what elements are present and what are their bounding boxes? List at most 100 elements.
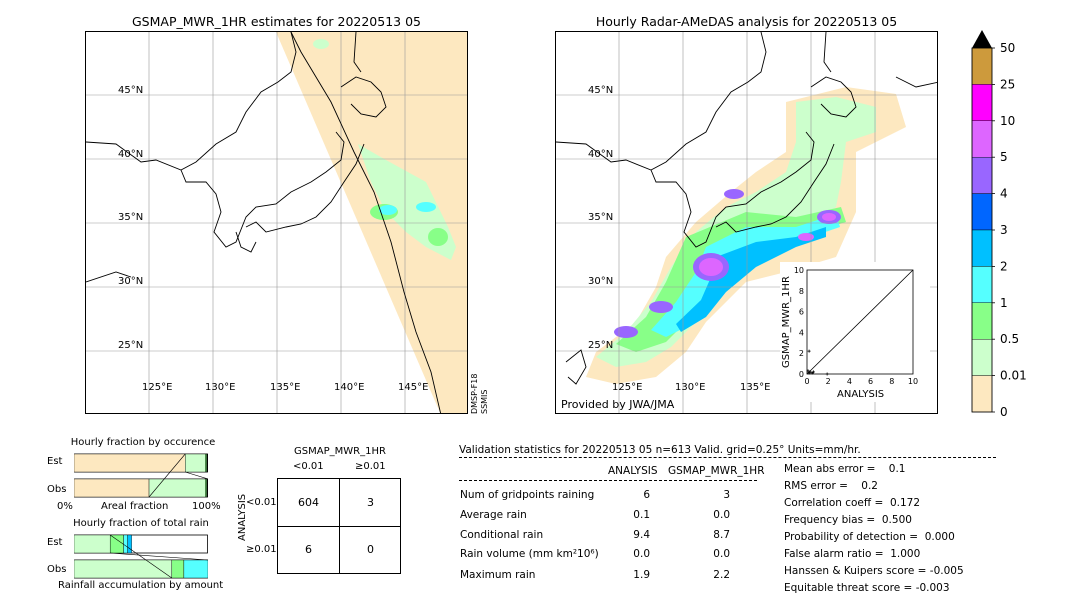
colorbar-canvas: 50 25 10 5 4 3 2 1 0.5 0.01 0 bbox=[971, 30, 1027, 419]
contingency-row-label: <0.01 bbox=[246, 497, 277, 508]
colorbar-label: 2 bbox=[1000, 259, 1008, 273]
left-lon-label: 140°E bbox=[334, 382, 365, 393]
validation-separator bbox=[459, 480, 757, 481]
validation-separator bbox=[459, 457, 996, 458]
right-lon-label: 125°E bbox=[612, 382, 643, 393]
left-map-grid bbox=[86, 32, 467, 413]
score-line: Correlation coeff = 0.172 bbox=[784, 497, 920, 509]
scatter-y-tick: 10 bbox=[794, 266, 804, 275]
occurrence-bar-segment bbox=[206, 478, 209, 498]
left-lat-label: 35°N bbox=[118, 212, 144, 223]
colorbar-segment bbox=[971, 302, 993, 340]
colorbar-label: 4 bbox=[1000, 187, 1008, 201]
validation-row-analysis: 6 bbox=[643, 489, 650, 501]
scatter-point bbox=[807, 349, 811, 353]
total-rain-row-label: Obs bbox=[47, 564, 67, 575]
scatter-point bbox=[825, 372, 829, 376]
right-lat-label: 25°N bbox=[588, 340, 614, 351]
total-rain-bar-connector bbox=[110, 534, 172, 579]
occurrence-axis-left: 0% bbox=[57, 501, 73, 512]
scatter-point bbox=[811, 370, 815, 374]
occurrence-row-label: Obs bbox=[47, 484, 67, 495]
colorbar-segment bbox=[971, 229, 993, 267]
left-lon-label: 125°E bbox=[142, 382, 173, 393]
total-rain-bar-segment bbox=[171, 559, 185, 579]
total-rain-row-label: Est bbox=[47, 537, 63, 548]
occurrence-bar-segment bbox=[73, 478, 150, 498]
left-map-rain-cell bbox=[313, 39, 329, 49]
right-lon-label: 130°E bbox=[675, 382, 706, 393]
radar-rain-core bbox=[614, 326, 638, 338]
sensor-label-2: SSMIS bbox=[480, 389, 489, 415]
validation-row-gsmap: 2.2 bbox=[713, 569, 730, 581]
left-map-no-coverage-region bbox=[276, 32, 467, 413]
scatter-y-tick: 6 bbox=[799, 308, 804, 317]
total-rain-footer: Rainfall accumulation by amount bbox=[58, 580, 224, 591]
validation-row-gsmap: 8.7 bbox=[713, 529, 730, 541]
occurrence-bar-connector bbox=[185, 471, 209, 480]
validation-row-gsmap: 0.0 bbox=[713, 548, 730, 560]
total-rain-title: Hourly fraction of total rain bbox=[73, 518, 209, 529]
colorbar-label: 50 bbox=[1000, 41, 1015, 55]
validation-row-analysis: 1.9 bbox=[633, 569, 650, 581]
occurrence-bar-segment bbox=[205, 478, 207, 498]
colorbar-segment bbox=[971, 84, 993, 122]
contingency-cell: 3 bbox=[367, 496, 374, 509]
left-map-title: GSMAP_MWR_1HR estimates for 20220513 05 bbox=[132, 14, 421, 29]
occurrence-axis-mid: Areal fraction bbox=[101, 501, 169, 512]
occurrence-chart bbox=[73, 450, 209, 500]
validation-row-analysis: 0.1 bbox=[633, 509, 650, 521]
colorbar-label: 0 bbox=[1000, 405, 1008, 416]
provider-label: Provided by JWA/JMA bbox=[561, 398, 675, 411]
left-map-rain-cell bbox=[379, 205, 397, 215]
scatter-x-tick: 8 bbox=[889, 377, 894, 386]
colorbar-segment bbox=[971, 339, 993, 376]
score-line: RMS error = 0.2 bbox=[784, 480, 878, 492]
right-lon-label: 135°E bbox=[740, 382, 771, 393]
radar-rain-core bbox=[699, 258, 723, 276]
contingency-title: GSMAP_MWR_1HR bbox=[294, 446, 386, 457]
contingency-col-label: ≥0.01 bbox=[355, 461, 386, 472]
occurrence-axis-right: 100% bbox=[192, 501, 221, 512]
left-lat-label: 25°N bbox=[118, 340, 144, 351]
contingency-cell: 6 bbox=[305, 543, 312, 556]
colorbar-label: 0.01 bbox=[1000, 369, 1027, 383]
colorbar-label: 0.5 bbox=[1000, 332, 1019, 346]
scatter-y-tick: 4 bbox=[799, 328, 804, 337]
score-line: Mean abs error = 0.1 bbox=[784, 463, 906, 475]
scatter-y-tick: 8 bbox=[799, 287, 804, 296]
colorbar-segment bbox=[971, 193, 993, 231]
contingency-cell: 0 bbox=[367, 543, 374, 556]
scatter-y-tick: 0 bbox=[799, 370, 804, 379]
right-map-title: Hourly Radar-AMeDAS analysis for 2022051… bbox=[595, 14, 898, 29]
left-lat-label: 45°N bbox=[118, 85, 144, 96]
radar-rain-band bbox=[676, 227, 826, 332]
left-map-coastline bbox=[86, 32, 441, 413]
total-rain-bar-segment bbox=[183, 559, 209, 579]
left-map-rain-cell bbox=[428, 228, 448, 246]
left-lon-label: 145°E bbox=[398, 382, 429, 393]
radar-rain-core bbox=[724, 189, 744, 199]
total-rain-bars bbox=[73, 534, 209, 579]
validation-row-gsmap: 0.0 bbox=[713, 509, 730, 521]
scatter-x-tick: 0 bbox=[804, 377, 809, 386]
right-map-coastline bbox=[556, 32, 937, 385]
right-lat-label: 30°N bbox=[588, 276, 614, 287]
occurrence-title: Hourly fraction by occurence bbox=[70, 437, 216, 448]
colorbar-segment bbox=[971, 266, 993, 303]
contingency-cell: 604 bbox=[298, 496, 319, 509]
scatter-x-tick: 2 bbox=[826, 377, 831, 386]
colorbar-segment bbox=[971, 156, 993, 194]
right-lat-label: 45°N bbox=[588, 85, 614, 96]
validation-row-label: Rain volume (mm km²10⁶) bbox=[460, 548, 599, 560]
colorbar-label: 3 bbox=[1000, 223, 1008, 237]
colorbar-segment bbox=[971, 375, 993, 413]
left-map bbox=[85, 31, 468, 414]
score-line: Hanssen & Kuipers score = -0.005 bbox=[784, 565, 964, 577]
left-map-rain-cell bbox=[416, 202, 436, 212]
occurrence-bar-segment bbox=[148, 478, 206, 498]
validation-row-label: Average rain bbox=[460, 509, 527, 521]
radar-rain-core bbox=[649, 301, 673, 313]
sensor-label-1: DMSP-F18 bbox=[470, 373, 479, 414]
left-lat-label: 40°N bbox=[118, 149, 144, 160]
